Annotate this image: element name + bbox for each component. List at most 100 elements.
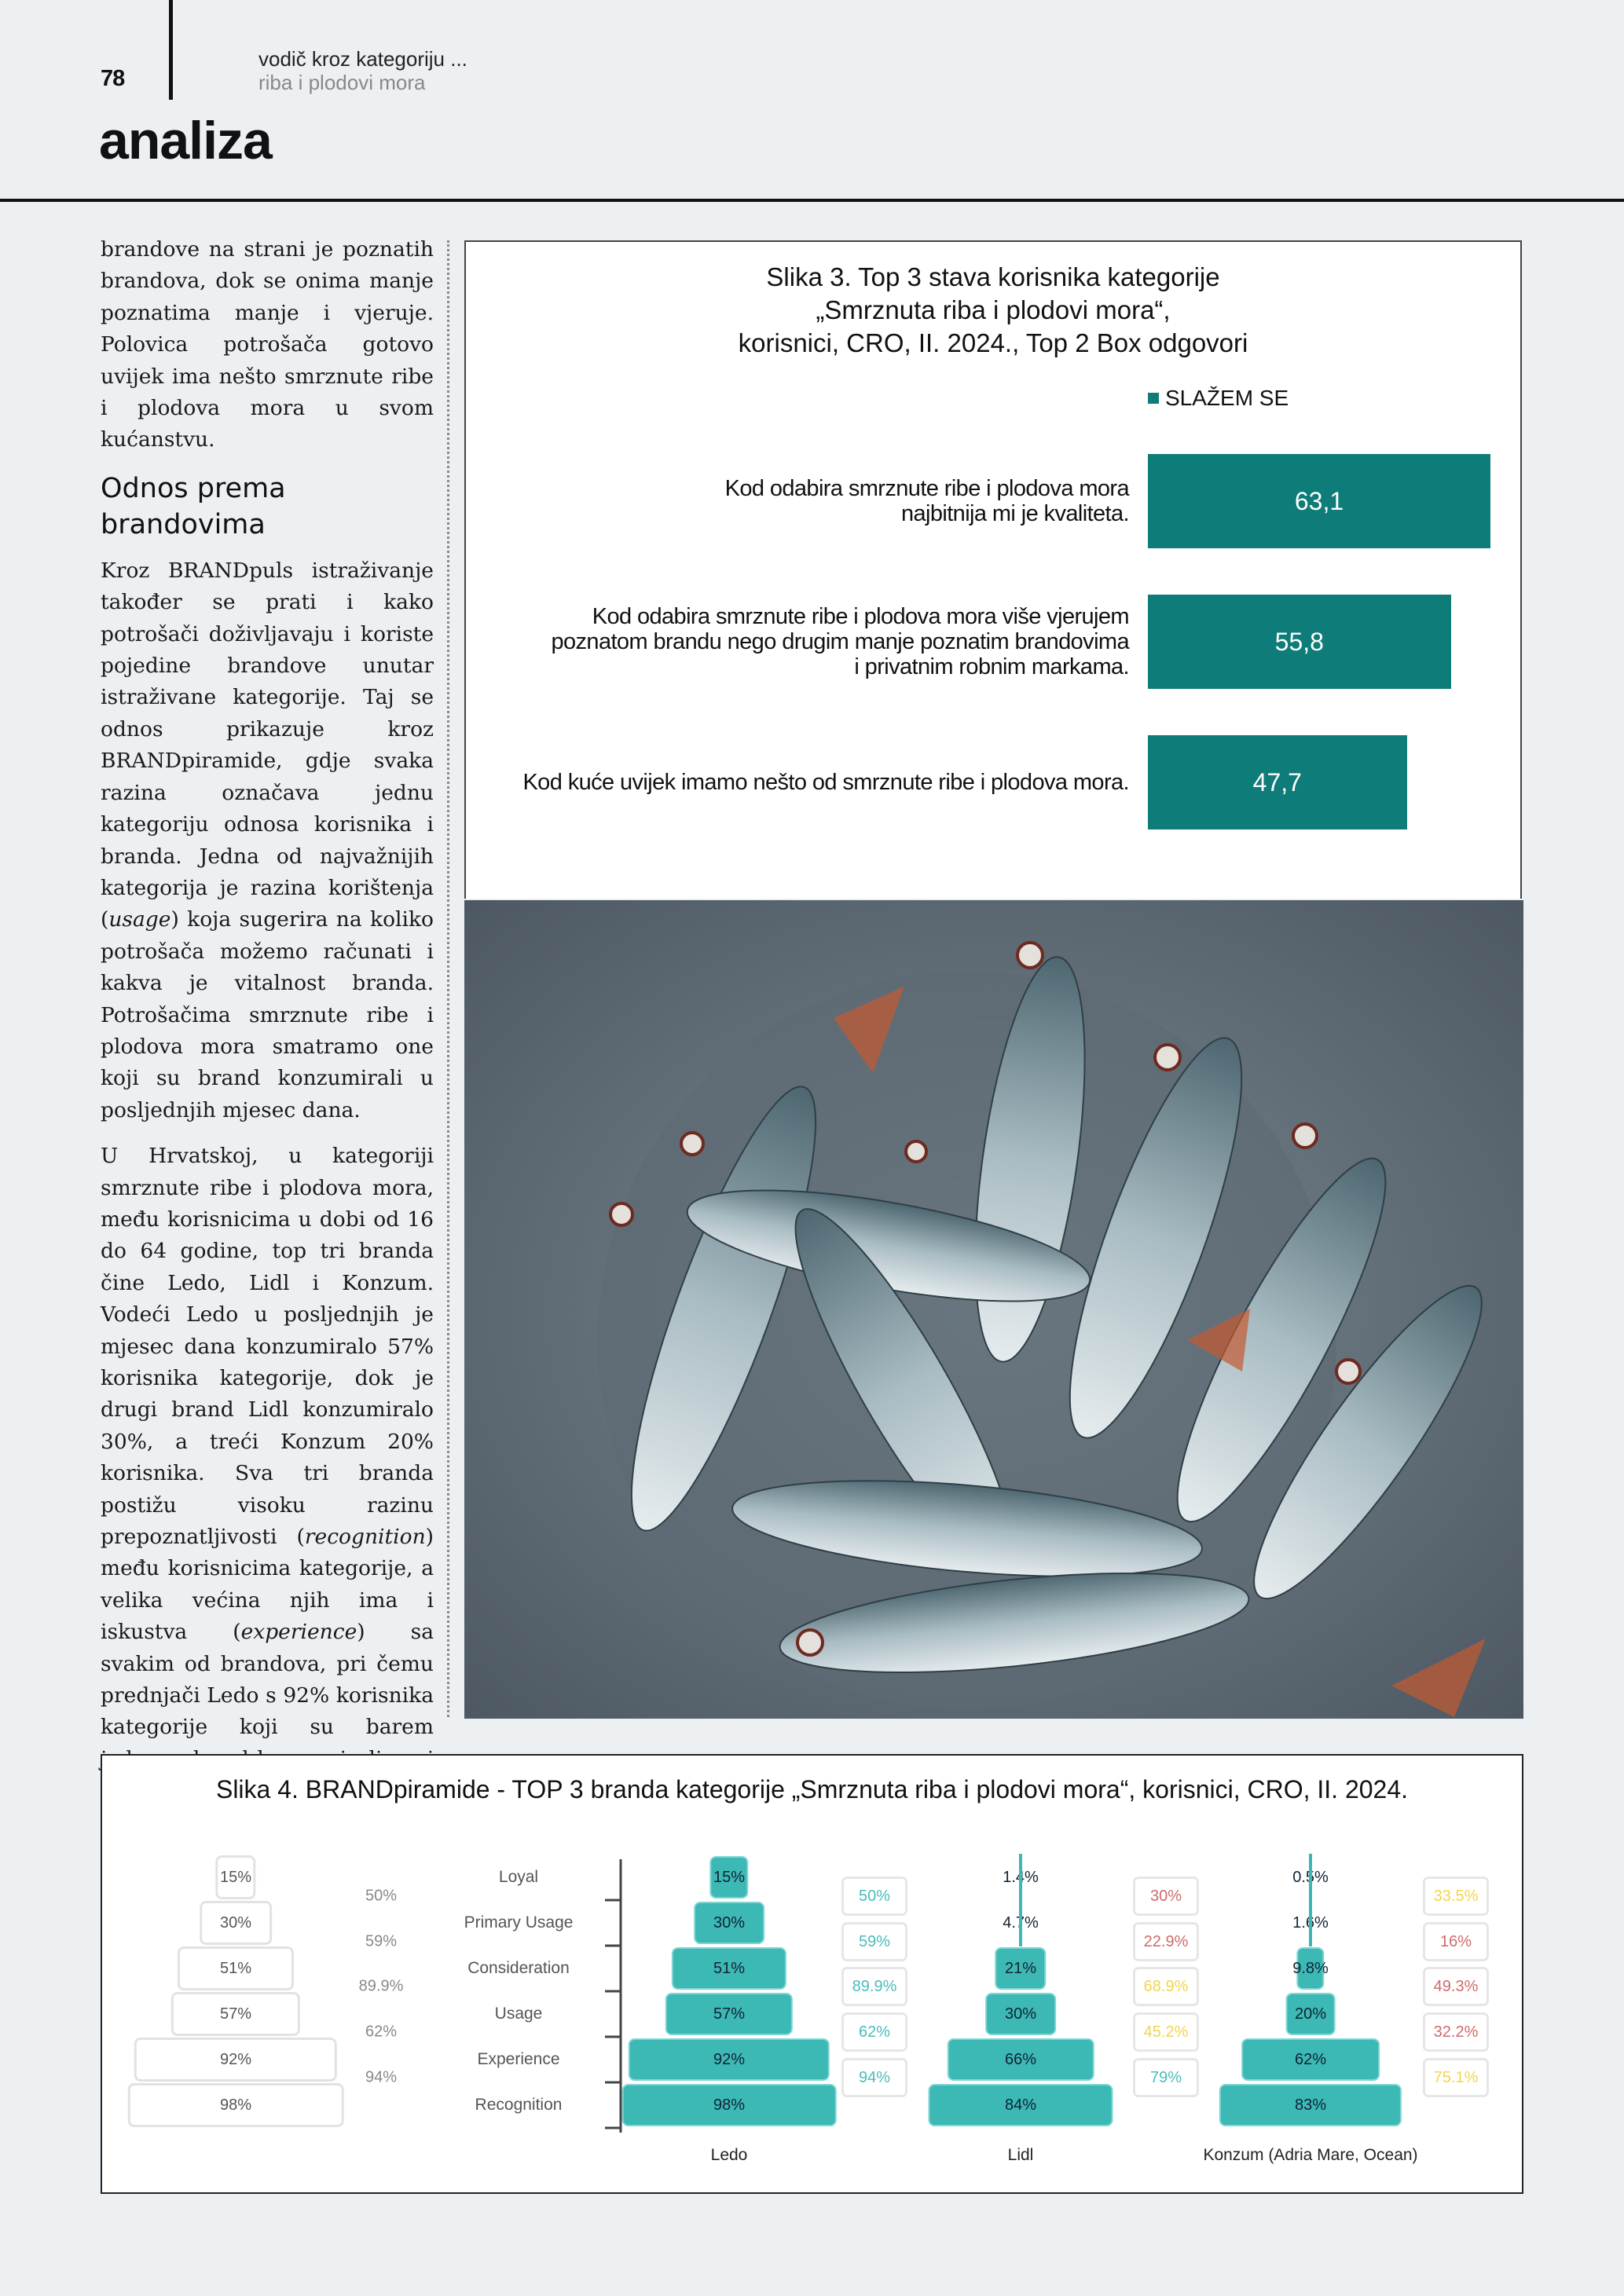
conversion-rate-box: 89.9% [841, 1967, 907, 2006]
conversion-rate-box: 32.2% [1423, 2012, 1489, 2052]
brand-label: Ledo [710, 2146, 748, 2164]
pyramid-layer-label: 66% [1004, 2050, 1037, 2068]
brand-label: Konzum (Adria Mare, Ocean) [1203, 2146, 1418, 2164]
figure-4-brandpyramids: Slika 4. BRANDpiramide - TOP 3 branda ka… [101, 1754, 1523, 2194]
bar-category-line: Kod odabira smrznute ribe i plodova mora [724, 476, 1130, 501]
brand-label: Lidl [1007, 2146, 1034, 2164]
pyramid-layer: 92% [134, 2038, 338, 2082]
bar: 47,7 [1148, 735, 1407, 829]
pyramid-layer-label: 30% [219, 1913, 252, 1932]
pyramid-layer-label: 92% [219, 2050, 252, 2068]
pyramid-thin-layer [1309, 1899, 1312, 1946]
pyramid-layer-label: 57% [219, 2005, 252, 2023]
pyramid-layer: 62% [1241, 2038, 1380, 2081]
pyramid-layer: 83% [1219, 2084, 1402, 2126]
conversion-rate-box: 16% [1423, 1922, 1489, 1961]
pyramid-layer-label: 92% [713, 2050, 746, 2068]
pyramid-layer-label: 9.8% [1292, 1959, 1329, 1977]
pyramid-layer-label: 98% [219, 2096, 252, 2114]
pyramid-layer: 92% [628, 2038, 830, 2081]
pyramid-level-label: Experience [477, 2050, 560, 2068]
bar-value-label: 47,7 [1252, 767, 1302, 796]
header-subkicker: riba i plodovi mora [258, 71, 426, 94]
subheading: Odnos prema brandovima [101, 472, 286, 540]
pyramid-level-label: Consideration [467, 1959, 570, 1977]
bar-category-line: Kod kuće uvijek imamo nešto od smrznute … [522, 770, 1129, 795]
pyramid-layer: 51% [177, 1946, 295, 1990]
paragraph-3: U Hrvatskoj, u kategoriji smrznute ribe … [101, 1141, 434, 1807]
pyramid-layer: 51% [671, 1947, 787, 1990]
pyramid-layer: 66% [947, 2038, 1094, 2081]
pyramid-layer-label: 84% [1004, 2096, 1037, 2114]
paragraph-1: brandove na strani je poznatih brandova,… [101, 237, 434, 452]
pyramid-layer-label: 83% [1294, 2096, 1327, 2114]
conversion-rate-box: 79% [1133, 2058, 1199, 2097]
figure-3-chart: Slika 3. Top 3 stava korisnika kategorij… [464, 240, 1522, 899]
bar-value-label: 55,8 [1274, 627, 1324, 656]
pyramid-layer-label: 15% [219, 1868, 252, 1886]
pyramid-level-label: Loyal [498, 1868, 539, 1886]
paragraph-2: Kroz BRANDpuls istraživanje također se p… [101, 555, 434, 1126]
conversion-rate-box: 75.1% [1423, 2058, 1489, 2097]
bar-category-label: Kod kuće uvijek imamo nešto od smrznute … [422, 770, 1129, 795]
conversion-rate-box: 68.9% [1133, 1967, 1199, 2006]
pyramid-layer: 30% [200, 1901, 272, 1945]
pyramid-layer-label: 30% [713, 1913, 746, 1932]
pyramid-layer: 57% [170, 1992, 301, 2036]
conversion-rate-box: 94% [841, 2058, 907, 2097]
bar-category-line: poznatom brandu nego drugim manje poznat… [551, 629, 1129, 654]
legend-swatch [1148, 393, 1159, 404]
column-divider [447, 240, 449, 1717]
pyramid-layer: 30% [985, 1993, 1056, 2035]
pyramid-layer: 9.8% [1292, 1947, 1329, 1990]
pyramid-layer-label: 51% [713, 1959, 746, 1977]
text: ) koja sugerira na koliko potrošača može… [101, 907, 434, 1122]
bar-category-line: i privatnim robnim markama. [854, 654, 1129, 679]
pyramid-layer-label: 62% [1294, 2050, 1327, 2068]
pyramid-thin-layer [1309, 1854, 1312, 1901]
legend-label: SLAŽEM SE [1165, 386, 1289, 410]
figure-4-title: Slika 4. BRANDpiramide - TOP 3 branda ka… [215, 1775, 1409, 1803]
conversion-rate-box: 22.9% [1133, 1922, 1199, 1961]
pyramid-layer: 98% [621, 2084, 837, 2126]
pyramid-layer-label: 30% [1004, 2005, 1037, 2023]
italic-term: recognition [304, 1525, 426, 1550]
pyramid-layer-label: 51% [219, 1959, 252, 1977]
conversion-rate-box: 50% [841, 1877, 907, 1916]
italic-term: experience [240, 1620, 357, 1645]
pyramid-layer: 84% [928, 2084, 1113, 2126]
conversion-rate: 94% [365, 2068, 398, 2086]
pyramid-layer: 98% [127, 2083, 344, 2127]
chart-title-line: korisnici, CRO, II. 2024., Top 2 Box odg… [738, 328, 1248, 357]
pyramid-layer: 15% [709, 1856, 749, 1899]
section-title: analiza [99, 111, 273, 170]
pyramid-axis [605, 1859, 622, 2133]
pyramid-level-label: Recognition [475, 2096, 563, 2114]
conversion-rate-box: 59% [841, 1922, 907, 1961]
pyramid-thin-layer [1019, 1899, 1022, 1946]
pyramid-layer-label: 57% [713, 2005, 746, 2023]
pyramid-layer: 57% [665, 1993, 794, 2035]
header-kicker: vodič kroz kategoriju ... [258, 47, 467, 71]
pyramid-thin-layer [1019, 1854, 1022, 1901]
header-divider [169, 0, 173, 100]
conversion-rate-box: 33.5% [1423, 1877, 1489, 1916]
bar-category-line: Kod odabira smrznute ribe i plodova mora… [592, 604, 1130, 629]
pyramid-layer-label: 15% [713, 1868, 746, 1886]
page-number: 78 [101, 66, 125, 91]
pyramid-level-label: Primary Usage [464, 1913, 574, 1932]
conversion-rate-box: 30% [1133, 1877, 1199, 1916]
pyramid-layer: 20% [1285, 1993, 1336, 2035]
bar: 55,8 [1148, 595, 1451, 689]
bar-category-label: Kod odabira smrznute ribe i plodova mora… [422, 476, 1130, 526]
conversion-rate: 89.9% [358, 1977, 404, 1995]
pyramid-level-label: Usage [494, 2005, 543, 2023]
conversion-rate: 50% [365, 1887, 398, 1905]
text: U Hrvatskoj, u kategoriji smrznute ribe … [101, 1144, 434, 1550]
conversion-rate-box: 49.3% [1423, 1967, 1489, 2006]
chart-legend: SLAŽEM SE [1148, 386, 1289, 411]
header-rule [0, 199, 1624, 202]
article-column: brandove na strani je poznatih brandova,… [101, 234, 434, 1822]
pyramid-layer-label: 20% [1294, 2005, 1327, 2023]
chart-title-line: Slika 3. Top 3 stava korisnika kategorij… [766, 262, 1220, 291]
